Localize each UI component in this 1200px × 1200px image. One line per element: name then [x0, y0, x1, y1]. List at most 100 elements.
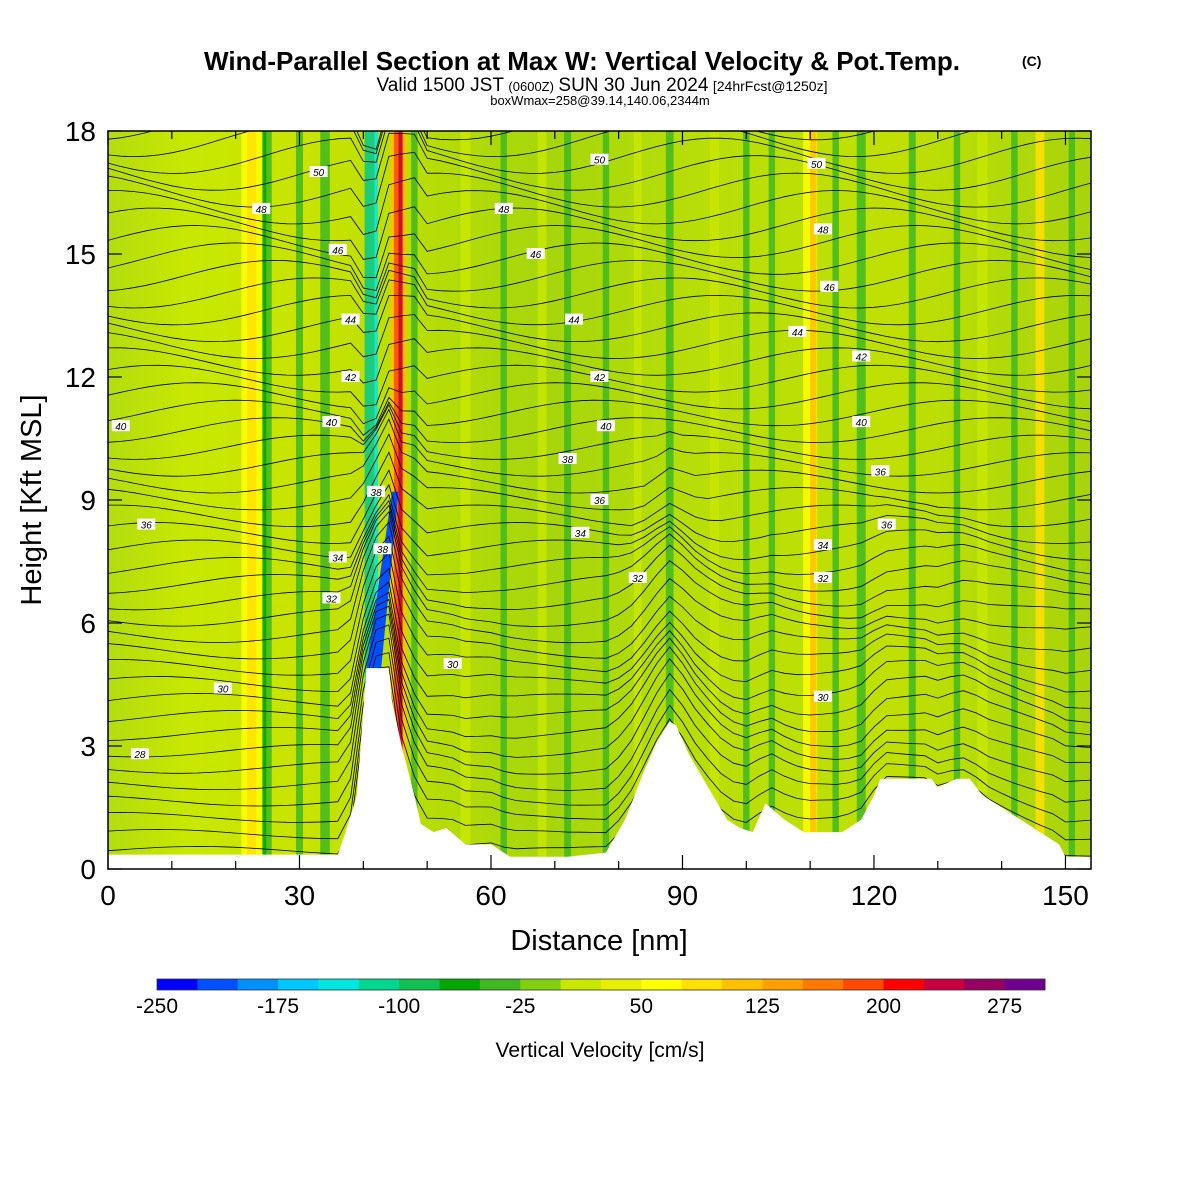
velocity-band-26 — [856, 131, 866, 869]
svg-text:44: 44 — [568, 316, 580, 327]
colorbar-tick-label-5: 125 — [745, 995, 780, 1018]
svg-text:34: 34 — [817, 541, 829, 552]
theta-contour-label-32: 48 — [813, 223, 832, 236]
theta-contour-line-42 — [108, 131, 973, 158]
svg-text:40: 40 — [856, 418, 868, 429]
velocity-band-31 — [1035, 131, 1045, 869]
theta-contour-line-13 — [108, 521, 1091, 644]
terrain-profile — [108, 668, 1091, 869]
theta-contour-label-27: 46 — [328, 243, 347, 257]
colorbar-swatch-8 — [479, 979, 521, 990]
theta-contour-label-10: 36 — [137, 518, 156, 532]
theta-contour-label-15: 38 — [367, 485, 386, 499]
theta-contour-label-13: 36 — [877, 518, 896, 532]
colorbar-swatch-6 — [399, 979, 441, 990]
theta-contour-line-6 — [108, 605, 1091, 758]
y-tick-label-12: 12 — [65, 362, 96, 393]
colorbar-swatch-15 — [762, 979, 804, 990]
theta-contour-line-34 — [108, 259, 1091, 299]
theta-contour-line-5 — [108, 613, 1091, 775]
colorbar-swatch-2 — [237, 979, 279, 990]
theta-contour-line-20 — [108, 451, 1091, 528]
svg-text:40: 40 — [326, 418, 338, 429]
theta-contour-line-30 — [108, 314, 1091, 359]
colorbar-label: Vertical Velocity [cm/s] — [496, 1039, 705, 1062]
theta-contour-label-0: 28 — [130, 748, 149, 761]
velocity-band-0 — [208, 131, 225, 869]
theta-contour-line-39 — [108, 151, 1091, 208]
colorbar-swatch-20 — [964, 979, 1006, 990]
theta-contour-label-31: 48 — [494, 202, 513, 216]
y-tick-label-18: 18 — [65, 116, 96, 147]
svg-text:34: 34 — [332, 553, 344, 564]
colorbar-swatch-14 — [722, 979, 763, 990]
theta-contour-line-23 — [108, 408, 1091, 477]
theta-contour-line-21 — [108, 433, 1091, 511]
theta-contour-line-4 — [108, 624, 1091, 791]
svg-text:42: 42 — [594, 373, 606, 384]
svg-text:32: 32 — [817, 574, 829, 585]
theta-contour-line-29 — [108, 338, 1091, 384]
svg-text:50: 50 — [313, 168, 325, 179]
colorbar-swatch-7 — [439, 979, 481, 990]
svg-text:32: 32 — [326, 594, 338, 605]
colorbar-swatch-13 — [681, 979, 723, 990]
box-wmax-info: boxWmax=258@39.14,140.06,2344m — [490, 93, 710, 108]
theta-contour-line-15 — [108, 504, 1091, 611]
theta-contour-line-11 — [108, 551, 1091, 676]
copyright-mark: (C) — [1022, 53, 1041, 69]
velocity-band-32 — [1068, 131, 1076, 869]
svg-text:46: 46 — [824, 283, 836, 294]
theta-contour-label-19: 40 — [596, 420, 615, 433]
theta-contour-label-22: 42 — [590, 371, 609, 384]
theta-contour-label-8: 34 — [571, 526, 590, 540]
velocity-band-16 — [564, 131, 572, 869]
svg-text:34: 34 — [575, 529, 587, 540]
velocity-band-20 — [709, 131, 720, 869]
valid-time: Valid 1500 JST (0600Z) SUN 30 Jun 2024 [… — [377, 75, 828, 96]
velocity-band-18 — [633, 131, 642, 869]
velocity-band-14 — [500, 131, 507, 869]
svg-text:38: 38 — [562, 455, 574, 466]
theta-contour-line-35 — [108, 242, 1091, 291]
header: Wind-Parallel Section at Max W: Vertical… — [204, 46, 1041, 108]
chart-title: Wind-Parallel Section at Max W: Vertical… — [204, 46, 960, 76]
theta-contour-label-26: 44 — [788, 325, 807, 339]
svg-text:36: 36 — [875, 467, 887, 478]
colorbar-tick-label-4: 50 — [630, 995, 653, 1018]
velocity-band-8 — [374, 131, 379, 869]
theta-contour-label-21: 42 — [341, 371, 360, 384]
velocity-band-11 — [398, 131, 403, 869]
svg-text:40: 40 — [115, 422, 127, 433]
colorbar-swatch-10 — [560, 979, 602, 990]
theta-contour-label-7: 34 — [328, 551, 347, 564]
x-tick-label-90: 90 — [667, 880, 698, 911]
velocity-band-29 — [977, 131, 988, 869]
theta-contour-label-35: 50 — [807, 157, 826, 171]
colorbar-swatch-21 — [1004, 979, 1046, 990]
velocity-band-24 — [810, 131, 817, 869]
colorbar-swatch-1 — [197, 979, 239, 990]
theta-contour-label-34: 50 — [590, 153, 609, 167]
theta-contour-line-12 — [108, 535, 1091, 660]
y-tick-label-0: 0 — [80, 854, 96, 885]
x-axis-label: Distance [nm] — [510, 925, 687, 957]
svg-text:48: 48 — [817, 225, 829, 236]
theta-contour-line-2 — [108, 652, 1091, 823]
theta-contour-line-37 — [108, 206, 1091, 260]
colorbar-swatch-17 — [843, 979, 885, 990]
theta-contour-label-11: 36 — [590, 494, 609, 507]
theta-contour-label-30: 48 — [252, 202, 271, 216]
svg-text:48: 48 — [256, 205, 268, 216]
theta-contour-line-18 — [108, 483, 1091, 561]
colorbar-swatch-19 — [923, 979, 965, 990]
velocity-band-4 — [262, 131, 267, 869]
svg-text:50: 50 — [811, 160, 823, 171]
theta-contour-label-16: 38 — [373, 543, 392, 556]
colorbar-swatch-4 — [318, 979, 360, 990]
theta-contour-label-9: 34 — [813, 539, 832, 552]
colorbar-swatch-0 — [157, 979, 198, 990]
svg-text:44: 44 — [792, 328, 804, 339]
theta-contour-label-33: 50 — [309, 166, 328, 179]
